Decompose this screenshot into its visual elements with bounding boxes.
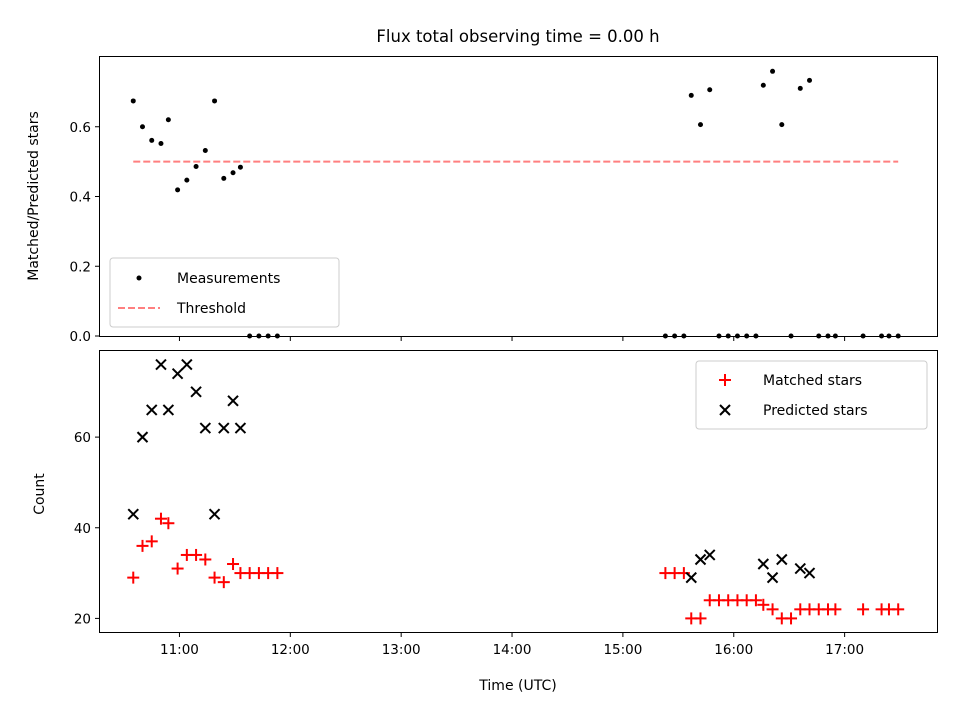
top-panel: 0.0 0.2 0.4 0.6 Matched/Predicted stars Mea… <box>26 56 938 345</box>
measurement-point <box>760 82 766 88</box>
measurement-point <box>193 164 199 170</box>
predicted-stars-point <box>190 386 202 398</box>
measurement-point <box>158 140 164 146</box>
x-tick-label: 11:00 <box>160 642 199 658</box>
y-tick-label: 0.6 <box>70 120 91 136</box>
x-tick-label: 17:00 <box>825 642 864 658</box>
legend-predicted-label: Predicted stars <box>763 403 868 419</box>
matched-stars-point <box>857 603 870 616</box>
predicted-stars-point <box>162 404 175 416</box>
measurement-point <box>707 87 713 93</box>
bottom-y-axis-label: Count <box>32 473 48 515</box>
y-tick-label: 60 <box>74 430 91 446</box>
x-tick-label: 16:00 <box>714 642 753 658</box>
predicted-stars-point <box>218 422 230 434</box>
x-tick-label: 12:00 <box>271 642 310 658</box>
matched-stars-point <box>892 603 905 616</box>
legend-matched-label: Matched stars <box>763 373 862 389</box>
legend-matched-marker <box>719 374 731 386</box>
predicted-stars-point <box>694 553 707 566</box>
predicted-stars-point <box>155 358 167 371</box>
legend-predicted-marker <box>719 404 731 416</box>
predicted-stars-point <box>199 422 212 434</box>
matched-stars-point <box>785 612 798 625</box>
y-tick-label: 20 <box>74 611 91 627</box>
matched-stars-point <box>757 598 770 611</box>
predicted-stars-point <box>776 553 788 566</box>
predicted-stars-point <box>181 358 193 371</box>
predicted-stars-point <box>146 404 158 416</box>
bottom-panel-axes: 20 40 60 11:00 12:00 13:00 14:00 15:00 16:00 17:0… <box>74 430 864 658</box>
matched-stars-point <box>829 603 842 616</box>
predicted-stars-point <box>803 567 816 579</box>
matched-stars-point <box>749 594 762 607</box>
legend-measurements-label: Measurements <box>177 271 280 287</box>
matched-stars-point <box>766 603 779 616</box>
measurement-point <box>165 117 171 123</box>
measurement-point <box>184 177 190 183</box>
predicted-stars-point <box>704 549 716 561</box>
measurement-point <box>221 175 227 181</box>
top-legend-frame <box>109 257 340 328</box>
top-panel-axes: 0.0 0.2 0.4 0.6 <box>70 120 846 345</box>
predicted-stars-point <box>227 395 239 407</box>
y-tick-label: 0.4 <box>70 190 91 206</box>
y-tick-label: 0.0 <box>70 329 91 345</box>
measurement-point <box>807 77 813 83</box>
matched-stars-point <box>171 562 184 575</box>
matched-stars-point <box>217 576 230 589</box>
x-tick-label: 14:00 <box>493 642 532 658</box>
y-tick-label: 40 <box>74 521 91 537</box>
measurement-point <box>688 92 694 98</box>
x-tick-label: 15:00 <box>603 642 642 658</box>
bottom-panel-marks <box>127 358 905 625</box>
predicted-stars-point <box>171 367 184 380</box>
measurement-point <box>139 124 145 130</box>
x-tick-label: 13:00 <box>382 642 421 658</box>
matched-stars-point <box>199 553 212 566</box>
predicted-stars-point <box>136 431 149 443</box>
y-tick-label: 0.2 <box>70 259 91 275</box>
top-legend: Measurements Threshold <box>109 257 340 328</box>
predicted-stars-point <box>794 562 806 575</box>
measurement-point <box>230 170 236 176</box>
measurement-point <box>770 68 776 74</box>
measurement-point <box>149 137 155 143</box>
measurement-point <box>797 85 803 91</box>
predicted-stars-point <box>127 508 139 520</box>
matched-stars-point <box>154 512 167 525</box>
matched-stars-point <box>136 539 149 552</box>
predicted-stars-point <box>766 571 779 584</box>
matched-stars-point <box>190 548 203 561</box>
matched-stars-point <box>271 567 284 580</box>
measurement-point <box>130 98 136 104</box>
measurement-point <box>697 122 703 128</box>
bottom-legend-frame <box>695 360 928 430</box>
matched-stars-point <box>208 571 221 584</box>
measurement-point <box>779 122 785 128</box>
predicted-stars-point <box>234 422 247 434</box>
top-y-axis-label: Matched/Predicted stars <box>26 111 42 281</box>
matched-stars-point <box>162 517 175 530</box>
x-axis-label: Time (UTC) <box>478 678 556 694</box>
measurement-point <box>175 187 181 193</box>
matched-stars-point <box>145 535 158 548</box>
predicted-stars-point <box>757 558 770 570</box>
legend-threshold-label: Threshold <box>176 301 246 317</box>
bottom-plot-frame <box>99 350 938 633</box>
predicted-stars-point <box>685 571 697 584</box>
chart-title: Flux total observing time = 0.00 h <box>376 27 659 46</box>
matched-stars-point <box>227 558 240 571</box>
predicted-stars-point <box>208 508 221 520</box>
matched-stars-point <box>127 571 140 584</box>
bottom-panel: 20 40 60 11:00 12:00 13:00 14:00 15:00 16:00 17:0… <box>32 350 938 694</box>
legend-measurements-marker <box>136 275 142 281</box>
matched-stars-point <box>694 612 707 625</box>
measurement-point <box>212 98 218 104</box>
bottom-legend: Matched stars Predicted stars <box>695 360 928 430</box>
measurement-point <box>237 164 243 170</box>
measurement-point <box>202 147 208 153</box>
